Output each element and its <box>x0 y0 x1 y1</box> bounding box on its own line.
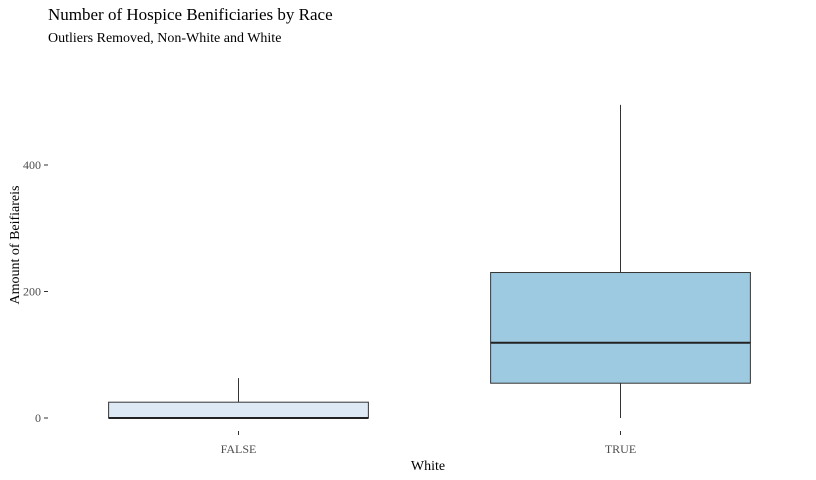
box-body <box>108 401 369 419</box>
chart-title: Number of Hospice Benificiaries by Race <box>48 5 333 24</box>
boxplot-series <box>108 104 751 419</box>
x-axis: FALSE TRUE <box>221 431 636 456</box>
x-tick-label: FALSE <box>221 442 257 456</box>
y-tick-label: 400 <box>23 158 41 172</box>
box-true <box>490 104 751 418</box>
y-axis: 0 200 400 <box>23 158 48 425</box>
box-body <box>490 272 751 384</box>
y-axis-title: Amount of Beifiareis <box>8 186 23 305</box>
chart-subtitle: Outliers Removed, Non-White and White <box>48 31 282 46</box>
x-axis-title: White <box>411 459 445 474</box>
x-tick-label: TRUE <box>605 442 636 456</box>
box-false <box>108 378 369 419</box>
y-tick-label: 200 <box>23 285 41 299</box>
y-tick-label: 0 <box>35 411 41 425</box>
